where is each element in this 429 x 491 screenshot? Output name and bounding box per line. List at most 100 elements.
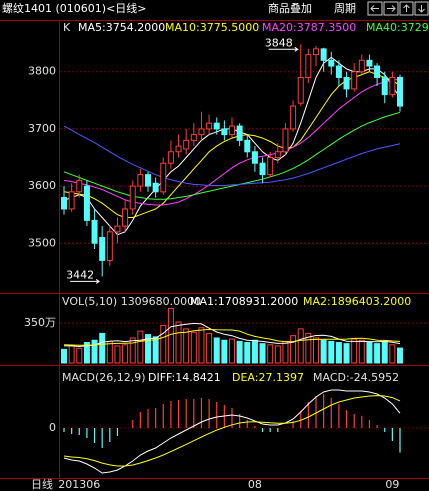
volume-bar <box>160 324 167 364</box>
line-series <box>63 125 401 186</box>
line-series <box>64 322 401 348</box>
volume-bar <box>267 344 274 364</box>
volume-bar <box>106 340 113 364</box>
candle-body <box>83 185 90 221</box>
candle-body <box>328 59 335 67</box>
candle-body <box>374 65 381 78</box>
volume-bar <box>129 337 136 364</box>
y-tick-label: 3600 <box>28 179 56 192</box>
candle-body <box>160 162 167 193</box>
legend-entry: MA2:1896403.2000 <box>303 295 411 308</box>
candle-body <box>259 162 266 176</box>
volume-bar <box>351 338 358 364</box>
candle-body <box>129 185 136 210</box>
candle-body <box>290 105 297 130</box>
candle-body <box>152 182 159 193</box>
volume-bar <box>297 328 304 364</box>
volume-bar <box>358 339 365 364</box>
candle-body <box>305 54 312 78</box>
volume-bar <box>366 342 373 364</box>
y-tick-label: 350万 <box>24 316 56 329</box>
candle-body <box>114 225 121 233</box>
legend-entry: DEA:27.1397 <box>232 371 304 384</box>
volume-bar <box>91 339 98 364</box>
window-title: 螺纹1401 (010601)<日线> <box>2 1 147 15</box>
legend-entry: MA40:3729 <box>366 21 429 34</box>
x-tick-label: 201306 <box>58 478 100 491</box>
y-tick-label: 3800 <box>28 65 56 78</box>
volume-bar <box>137 330 144 364</box>
volume-bar <box>122 344 129 364</box>
period-button[interactable]: 周期 <box>334 2 356 15</box>
volume-bar <box>343 343 350 364</box>
candle-body <box>244 139 251 153</box>
volume-bar <box>206 332 213 364</box>
extreme-arrow <box>70 279 101 284</box>
legend-entry: MACD:-24.5952 <box>313 371 399 384</box>
candle-body <box>389 76 396 96</box>
candle-body <box>175 145 182 153</box>
legend-entry: MA20:3787.3500 <box>262 21 356 34</box>
line-series <box>63 328 401 346</box>
volume-bar <box>99 332 106 364</box>
icon-right[interactable] <box>383 1 399 16</box>
volume-bar <box>335 342 342 364</box>
candle-body <box>122 208 129 227</box>
legend-entry: DIFF:14.8421 <box>148 371 221 384</box>
volume-bar <box>152 336 159 364</box>
volume-bar <box>251 339 258 364</box>
volume-bar <box>198 327 205 364</box>
volume-bar <box>221 339 228 364</box>
volume-bar <box>61 348 67 364</box>
candle-body <box>381 76 388 96</box>
volume-bar <box>274 345 281 364</box>
candle-body <box>198 128 205 136</box>
volume-bar <box>397 347 403 364</box>
candle-body <box>68 191 75 210</box>
line-series <box>63 111 401 200</box>
volume-bar <box>236 340 243 364</box>
nav-icons[interactable] <box>367 1 429 16</box>
icon-left[interactable] <box>367 1 383 16</box>
volume-bar <box>190 331 197 364</box>
y-tick-label: 3500 <box>28 236 56 249</box>
candle-body <box>99 237 106 261</box>
icon-down[interactable] <box>414 1 429 16</box>
volume-bar <box>244 342 251 364</box>
plot: 3500 3600 3700 3800 K MA5:3754.2000 MA10:3775.… <box>24 21 429 491</box>
volume-bar <box>76 347 83 364</box>
overlay-button[interactable]: 商品叠加 <box>268 1 312 15</box>
legend-entry: MA1:1708931.2000 <box>190 295 298 308</box>
volume-bar <box>145 334 151 364</box>
volume-bar <box>389 344 396 364</box>
x-tick-label: 09 <box>385 478 399 491</box>
volume-bar <box>175 321 182 364</box>
line-series <box>63 389 401 474</box>
volume-bar <box>320 339 327 364</box>
candle-body <box>183 139 190 150</box>
x-axis-label: 日线 <box>31 477 53 491</box>
volume-bar <box>259 343 266 364</box>
volume-bar <box>83 342 90 364</box>
candle-body <box>366 59 373 67</box>
icon-up[interactable] <box>399 1 414 16</box>
volume-bar <box>114 345 121 364</box>
y-tick-label: 0 <box>49 421 56 434</box>
volume-bar <box>213 337 220 364</box>
volume-bar <box>290 335 297 364</box>
volume-bar <box>282 340 289 364</box>
volume-bar <box>313 337 319 364</box>
extreme-arrow <box>268 46 299 52</box>
volume-bar <box>229 338 235 364</box>
volume-bar <box>305 332 312 364</box>
candle-body <box>267 157 274 176</box>
candle-body <box>206 122 213 130</box>
extreme-label: 3442 <box>66 268 94 281</box>
volume-bar <box>381 340 388 364</box>
extreme-label: 3848 <box>265 36 293 49</box>
candle-body <box>76 179 83 193</box>
legend-entry: MA5:3754.2000 <box>78 21 165 34</box>
panel-title: VOL(5,10) 1309680.0000 <box>62 295 201 308</box>
